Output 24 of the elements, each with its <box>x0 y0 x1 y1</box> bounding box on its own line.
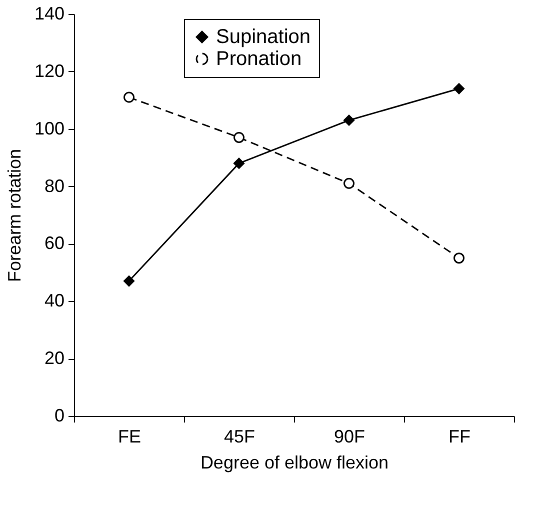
y-tick-label: 100 <box>34 118 64 138</box>
y-axis-title: Forearm rotation <box>4 148 24 282</box>
point <box>124 92 134 103</box>
point <box>124 276 134 287</box>
point <box>454 252 464 264</box>
y-tick-label: 140 <box>34 4 64 24</box>
legend-label: Supination <box>216 26 311 48</box>
y-tick-label: 0 <box>54 406 64 426</box>
x-tick-label: FF <box>448 426 470 446</box>
point <box>454 83 464 94</box>
point <box>344 178 354 189</box>
x-tick-label: FE <box>118 426 142 446</box>
y-tick-label: 20 <box>44 348 64 368</box>
point <box>234 158 244 169</box>
x-tick-label: 90F <box>334 426 366 446</box>
y-tick-label: 80 <box>44 176 64 196</box>
x-axis-title: Degree of elbow flexion <box>200 452 389 472</box>
point <box>344 114 354 126</box>
x-tick-label: 45F <box>224 426 256 446</box>
y-tick-label: 120 <box>34 60 64 81</box>
y-tick-label: 40 <box>44 290 64 311</box>
legend-label: Pronation <box>216 48 302 70</box>
point <box>234 132 244 143</box>
y-tick-label: 60 <box>44 233 64 254</box>
